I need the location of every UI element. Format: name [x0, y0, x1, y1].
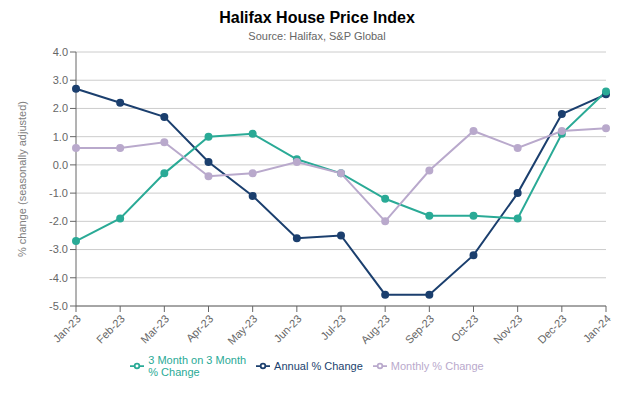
svg-text:2.0: 2.0 — [53, 102, 68, 114]
svg-text:Jan-24: Jan-24 — [581, 312, 613, 344]
html-text:Halifax House Price Index: Halifax House Price Index — [219, 9, 415, 26]
svg-text:Jan-23: Jan-23 — [51, 312, 83, 344]
svg-text:Jun-23: Jun-23 — [271, 312, 303, 344]
svg-text:Sep-23: Sep-23 — [403, 312, 437, 346]
svg-text:-2.0: -2.0 — [49, 215, 68, 227]
html-text:Annual % Change: Annual % Change — [274, 360, 363, 372]
svg-text:Nov-23: Nov-23 — [491, 312, 525, 346]
svg-text:% change (seasonally adjusted): % change (seasonally adjusted) — [16, 101, 28, 257]
svg-text:Dec-23: Dec-23 — [535, 312, 569, 346]
svg-text:-1.0: -1.0 — [49, 187, 68, 199]
svg-text:1.0: 1.0 — [53, 131, 68, 143]
svg-text:-3.0: -3.0 — [49, 243, 68, 255]
svg-text:3.0: 3.0 — [53, 74, 68, 86]
svg-text:0.0: 0.0 — [53, 159, 68, 171]
svg-text:May-23: May-23 — [225, 312, 259, 346]
svg-text:Mar-23: Mar-23 — [138, 312, 171, 345]
html-text:Monthly % Change: Monthly % Change — [390, 360, 484, 372]
svg-text:-5.0: -5.0 — [49, 300, 68, 312]
svg-text:4.0: 4.0 — [53, 46, 68, 58]
html-text:Source: Halifax, S&P Global: Source: Halifax, S&P Global — [248, 30, 386, 42]
svg-text:-4.0: -4.0 — [49, 272, 68, 284]
svg-text:Feb-23: Feb-23 — [94, 312, 127, 345]
svg-text:Aug-23: Aug-23 — [359, 312, 393, 346]
html-text:3 Month on 3 Month % Change: 3 Month on 3 Month % Change — [148, 354, 247, 378]
svg-text:Oct-23: Oct-23 — [449, 312, 481, 344]
svg-text:Apr-23: Apr-23 — [184, 312, 216, 344]
svg-text:Jul-23: Jul-23 — [318, 312, 348, 342]
